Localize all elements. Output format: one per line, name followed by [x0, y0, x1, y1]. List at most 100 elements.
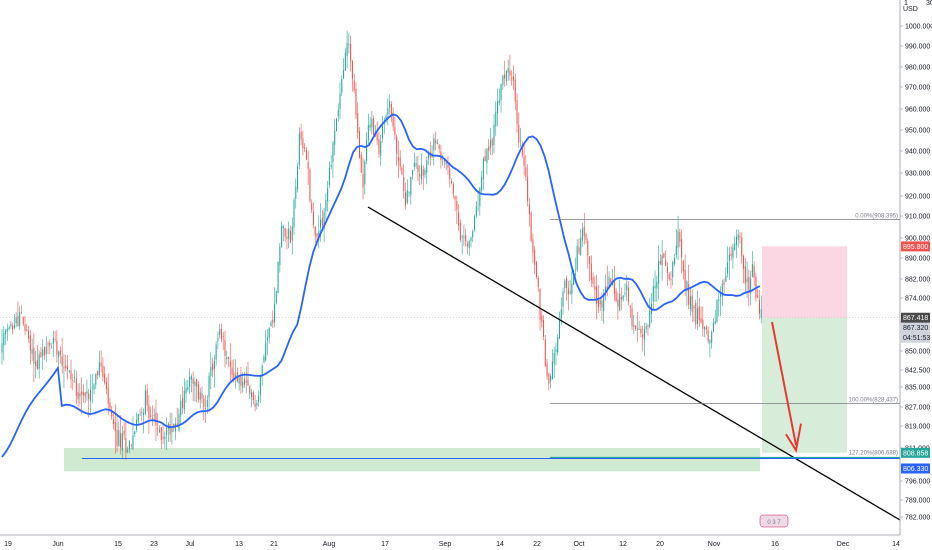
candle-body: [645, 326, 647, 330]
candle-body: [643, 329, 645, 340]
candle: [132, 416, 134, 450]
candle-body: [288, 228, 290, 240]
candle-body: [719, 293, 722, 297]
candle-body: [328, 167, 330, 185]
candle-body: [26, 329, 28, 332]
candle: [645, 322, 647, 333]
candle: [659, 253, 661, 265]
candle: [353, 74, 355, 94]
candle: [201, 386, 203, 404]
candle: [635, 324, 637, 331]
candle-body: [666, 266, 668, 273]
candle: [58, 350, 60, 366]
candle: [376, 121, 378, 145]
candle-body: [210, 367, 212, 376]
candle: [654, 270, 656, 302]
candle-body: [550, 376, 552, 381]
candle: [443, 158, 445, 168]
candle-body: [620, 297, 622, 300]
y-tick-label: 910.000: [905, 214, 930, 221]
candle-body: [712, 323, 714, 332]
candle: [15, 312, 17, 328]
candle: [702, 306, 704, 338]
candle-body: [208, 375, 210, 398]
candle-body: [52, 337, 54, 344]
candle-body: [606, 286, 608, 290]
candle-body: [509, 70, 511, 76]
candle: [284, 227, 286, 242]
candle: [38, 350, 40, 379]
candle-body: [482, 158, 484, 180]
candle-body: [523, 156, 525, 166]
candle: [215, 341, 217, 366]
candle-body: [293, 199, 295, 228]
candle: [68, 370, 70, 374]
candle: [424, 167, 426, 179]
candle: [19, 306, 21, 330]
candle: [298, 127, 300, 169]
candle-body: [371, 118, 373, 128]
candle: [151, 405, 153, 426]
candle: [520, 127, 522, 147]
candle: [189, 368, 191, 394]
candle: [190, 374, 192, 393]
candle: [413, 152, 415, 171]
descending-trendline[interactable]: [367, 206, 901, 521]
price-tag-bg: [901, 332, 930, 343]
candle: [551, 349, 553, 380]
candle: [297, 162, 299, 193]
price-tag: 808.858: [901, 447, 930, 458]
candle: [675, 229, 677, 259]
candle-body: [562, 291, 564, 307]
candle: [750, 270, 752, 305]
candle: [622, 294, 624, 302]
candle-body: [590, 263, 592, 281]
candle-body: [358, 131, 361, 158]
candle-body: [555, 349, 557, 353]
candle-body: [466, 243, 468, 247]
candle-body: [272, 319, 274, 324]
x-tick-label: 21: [270, 541, 278, 548]
candle: [373, 115, 375, 136]
candle: [631, 302, 633, 331]
candle: [252, 390, 254, 405]
candle-body: [484, 156, 486, 162]
candle-body: [22, 316, 24, 325]
currency-label: USD: [903, 6, 918, 13]
candle-body: [215, 344, 217, 360]
candle-body: [316, 233, 318, 237]
candle: [134, 430, 136, 437]
candle-body: [369, 124, 371, 128]
y-tick-label: 990.000: [905, 44, 930, 51]
candle-body: [675, 245, 677, 255]
price-tag-label: 04:51:53: [903, 335, 930, 342]
candle-body: [390, 104, 392, 117]
y-tick-label: 980.000: [905, 65, 930, 72]
candle-body: [227, 357, 230, 359]
candle-body: [543, 320, 545, 337]
candle-body: [105, 381, 107, 389]
candle-body: [656, 281, 658, 289]
candle: [111, 406, 113, 420]
candle: [137, 413, 139, 426]
candle: [59, 346, 61, 364]
candle: [748, 269, 750, 307]
candle: [696, 290, 699, 331]
candle-body: [583, 226, 585, 237]
candle: [737, 229, 739, 248]
candle: [387, 98, 389, 126]
candle: [369, 117, 371, 132]
candle-body: [355, 88, 357, 116]
candle: [31, 338, 33, 361]
candle-body: [366, 139, 368, 161]
candle-body: [213, 360, 215, 370]
candle-body: [573, 277, 575, 285]
candle: [231, 360, 233, 382]
candle: [174, 417, 176, 441]
candle: [279, 243, 281, 273]
candle-body: [192, 378, 194, 384]
candle-body: [528, 203, 530, 214]
candle: [259, 374, 261, 403]
candle-body: [295, 187, 297, 199]
